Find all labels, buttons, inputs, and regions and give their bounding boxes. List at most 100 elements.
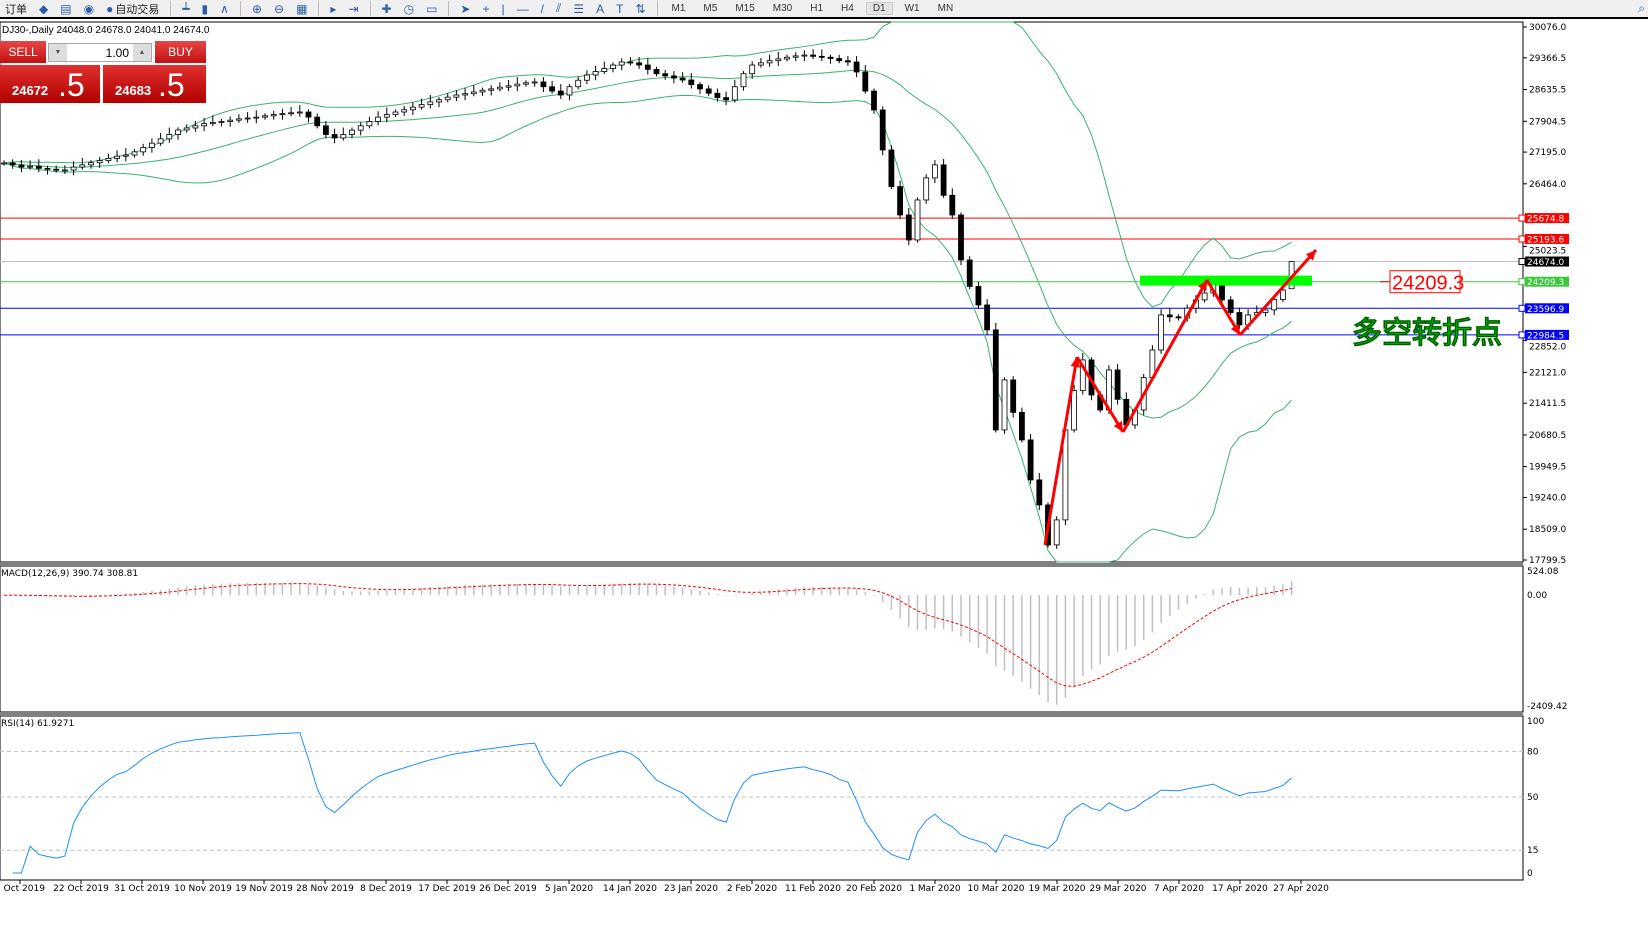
candle-body[interactable]	[357, 125, 364, 131]
crosshair-icon[interactable]: +	[482, 1, 490, 16]
search-icon[interactable]: ⌕	[1638, 1, 1645, 15]
indicators-icon[interactable]: ✚	[381, 1, 392, 16]
level-annotation-box[interactable]	[1389, 270, 1461, 294]
candle-body[interactable]	[375, 116, 382, 122]
level-handle[interactable]	[1518, 331, 1526, 339]
candle-body[interactable]	[557, 90, 564, 96]
candle-body[interactable]	[871, 90, 877, 111]
candle-body[interactable]	[505, 85, 512, 88]
sell-price-button[interactable]: 24672 .5	[0, 65, 100, 103]
candle-body[interactable]	[679, 77, 686, 81]
candle-body[interactable]	[862, 71, 869, 92]
vertical-line-icon[interactable]: |	[501, 1, 505, 16]
trendline-icon[interactable]: /	[540, 1, 544, 16]
candle-body[interactable]	[1201, 292, 1208, 301]
candle-body[interactable]	[758, 62, 764, 66]
equidistant-channel-icon[interactable]: ⫽	[555, 1, 562, 15]
periods-icon[interactable]: ◷	[403, 1, 415, 16]
candle-body[interactable]	[810, 54, 816, 57]
candle-body[interactable]	[131, 151, 138, 156]
timeframe-m15[interactable]: M15	[735, 3, 755, 14]
lot-size-stepper[interactable]: ▼ 1.00 ▲	[48, 43, 152, 62]
increase-lot-button[interactable]: ▲	[133, 44, 151, 61]
candle-body[interactable]	[1175, 316, 1182, 319]
candle-body[interactable]	[462, 93, 469, 96]
candle-body[interactable]	[192, 125, 199, 129]
candle-body[interactable]	[688, 79, 695, 85]
candle-body[interactable]	[1236, 312, 1243, 326]
chart-shift-icon[interactable]: ⇥	[348, 1, 359, 16]
candle-body[interactable]	[644, 64, 651, 70]
candle-body[interactable]	[79, 164, 86, 168]
candle-body[interactable]	[18, 164, 25, 168]
candle-body[interactable]	[984, 304, 990, 331]
candle-body[interactable]	[401, 109, 408, 113]
toolbar-item-1[interactable]: ◆	[36, 0, 51, 17]
candle-body[interactable]	[584, 74, 590, 81]
candle-body[interactable]	[436, 99, 442, 103]
candle-body[interactable]	[1036, 479, 1043, 506]
candle-body[interactable]	[592, 71, 599, 76]
bar-chart-icon[interactable]: ┷	[182, 1, 190, 16]
candle-body[interactable]	[888, 149, 895, 187]
candle-body[interactable]	[958, 214, 964, 261]
candle-body[interactable]	[975, 286, 982, 306]
candle-body[interactable]	[818, 55, 825, 58]
candle-body[interactable]	[227, 119, 234, 122]
candle-body[interactable]	[1019, 411, 1025, 441]
candle-body[interactable]	[183, 127, 190, 131]
candle-body[interactable]	[349, 129, 355, 135]
lot-size-input[interactable]: 1.00	[105, 45, 129, 60]
candle-body[interactable]	[427, 101, 434, 105]
candle-body[interactable]	[827, 56, 834, 59]
candle-body[interactable]	[723, 97, 729, 101]
timeframe-h1[interactable]: H1	[810, 3, 824, 14]
candle-body[interactable]	[288, 112, 295, 115]
candle-body[interactable]	[270, 114, 277, 117]
timeframe-mn[interactable]: MN	[937, 3, 954, 14]
candle-body[interactable]	[218, 121, 225, 123]
trend-arrow-line[interactable]	[1205, 279, 1242, 336]
candle-body[interactable]	[627, 61, 634, 64]
fibonacci-icon[interactable]: ☰	[573, 1, 585, 16]
candle-body[interactable]	[575, 79, 582, 88]
zoom-in-icon[interactable]: ⊕	[251, 1, 263, 16]
trend-arrow-line[interactable]	[1043, 356, 1079, 546]
candle-body[interactable]	[175, 129, 181, 135]
candle-body[interactable]	[705, 88, 712, 94]
candle-body[interactable]	[27, 165, 34, 168]
candle-body[interactable]	[801, 54, 808, 57]
candle-body[interactable]	[114, 155, 120, 159]
candle-body[interactable]	[331, 134, 338, 139]
candle-body[interactable]	[279, 113, 286, 116]
candle-body[interactable]	[714, 92, 721, 98]
candle-body[interactable]	[618, 61, 625, 66]
text-label-icon[interactable]: T	[616, 1, 624, 16]
candle-body[interactable]	[749, 64, 756, 75]
candle-body[interactable]	[662, 73, 669, 77]
level-handle[interactable]	[1518, 258, 1526, 266]
candle-body[interactable]	[1166, 314, 1173, 318]
candle-body[interactable]	[296, 111, 303, 114]
candle-body[interactable]	[148, 142, 155, 148]
candle-body[interactable]	[314, 116, 321, 127]
buy-button[interactable]: BUY	[155, 41, 206, 63]
candle-body[interactable]	[9, 162, 16, 166]
candle-body[interactable]	[496, 86, 503, 90]
candle-body[interactable]	[966, 259, 973, 287]
candle-body[interactable]	[340, 134, 347, 139]
candle-body[interactable]	[610, 64, 616, 69]
tile-windows-icon[interactable]: ▦	[296, 1, 308, 16]
candle-body[interactable]	[836, 58, 843, 62]
candle-body[interactable]	[879, 109, 886, 151]
candle-body[interactable]	[566, 86, 573, 96]
candle-body[interactable]	[1158, 314, 1164, 351]
text-icon[interactable]: A	[596, 1, 605, 16]
candle-body[interactable]	[235, 118, 242, 121]
candle-body[interactable]	[140, 147, 147, 153]
candle-body[interactable]	[470, 91, 477, 95]
candle-body[interactable]	[1271, 299, 1278, 311]
candle-body[interactable]	[488, 88, 495, 91]
candle-body[interactable]	[636, 62, 642, 66]
timeframe-m30[interactable]: M30	[772, 3, 793, 14]
